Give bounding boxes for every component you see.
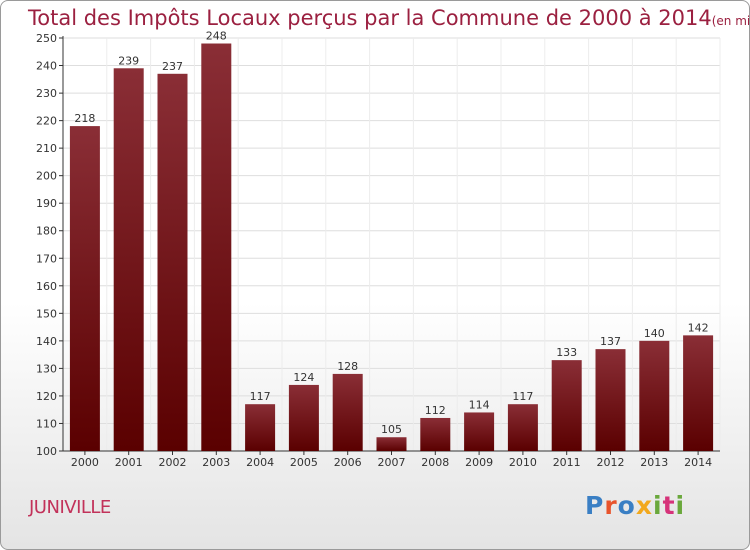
bar-2006 [332,373,363,451]
bar-2007 [376,437,407,451]
y-tick-label: 220 [36,115,57,128]
data-label-2012: 137 [600,335,621,348]
bar-2001 [113,68,144,451]
bars [69,43,714,452]
data-label-2009: 114 [469,398,490,411]
x-tick-label-2005: 2005 [290,456,318,469]
data-label-2007: 105 [381,423,402,436]
data-label-2011: 133 [556,346,577,359]
y-tick-label: 190 [36,197,57,210]
proxiti-logo: Proxiti [585,491,685,520]
bar-2003 [201,43,232,452]
x-tick-label-2013: 2013 [640,456,668,469]
x-tick-label-2007: 2007 [378,456,406,469]
data-label-2010: 117 [512,390,533,403]
logo-letter: P [585,491,605,520]
y-tick-label: 170 [36,252,57,265]
data-label-2008: 112 [425,404,446,417]
bar-2004 [245,404,276,451]
data-label-2014: 142 [688,321,709,334]
data-label-2001: 239 [118,54,139,67]
logo-letter: t [662,491,676,520]
chart-unit-label: (en milliers d'€) [711,14,750,28]
data-label-2006: 128 [337,360,358,373]
data-label-2002: 237 [162,60,183,73]
y-tick-label: 230 [36,87,57,100]
x-tick-label-2004: 2004 [246,456,274,469]
data-label-2000: 218 [74,112,95,125]
commune-name: JUNIVILLE [29,497,111,518]
y-tick-label: 180 [36,225,57,238]
y-tick-label: 200 [36,170,57,183]
y-tick-label: 120 [36,390,57,403]
bar-2011 [551,360,582,451]
logo-letter: o [617,491,636,520]
chart-title: Total des Impôts Locaux perçus par la Co… [28,6,750,30]
y-tick-label: 160 [36,280,57,293]
y-tick-label: 100 [36,445,57,458]
bar-2009 [464,412,495,451]
data-label-2005: 124 [293,371,314,384]
bar-2002 [157,73,188,451]
logo-letter: i [675,491,686,520]
bar-2000 [69,126,100,452]
x-tick-label-2010: 2010 [509,456,537,469]
bar-2014 [683,335,714,451]
y-tick-label: 240 [36,60,57,73]
bar-2005 [288,384,319,451]
data-label-2004: 117 [250,390,271,403]
bar-2013 [639,340,670,451]
x-tick-label-2009: 2009 [465,456,493,469]
y-tick-label: 150 [36,307,57,320]
logo-letter: x [635,491,653,520]
y-tick-label: 110 [36,417,57,430]
x-tick-label-2001: 2001 [115,456,143,469]
logo-letter: r [604,491,618,520]
bar-2010 [507,404,538,451]
x-tick-label-2000: 2000 [71,456,99,469]
data-labels: 218 239 237 248 117 124 128 105 112 114 117 133 137 1… [74,30,708,437]
data-label-2003: 248 [206,30,227,43]
y-tick-label: 250 [36,32,57,45]
data-label-2013: 140 [644,327,665,340]
bar-2012 [595,349,626,451]
x-tick-label-2008: 2008 [421,456,449,469]
chart-title-text: Total des Impôts Locaux perçus par la Co… [28,6,712,30]
logo-letter: i [653,491,663,520]
x-tick-label-2012: 2012 [597,456,625,469]
y-tick-label: 140 [36,335,57,348]
x-tick-label-2002: 2002 [159,456,187,469]
y-tick-label: 130 [36,362,57,375]
y-tick-label: 210 [36,142,57,155]
x-tick-label-2014: 2014 [684,456,712,469]
x-tick-label-2006: 2006 [334,456,362,469]
axes: 100 110 120 130 140 150 160 170 180 190 200 210 220 2… [36,32,720,469]
x-tick-label-2003: 2003 [202,456,230,469]
bar-2008 [420,417,451,451]
x-tick-label-2011: 2011 [553,456,581,469]
